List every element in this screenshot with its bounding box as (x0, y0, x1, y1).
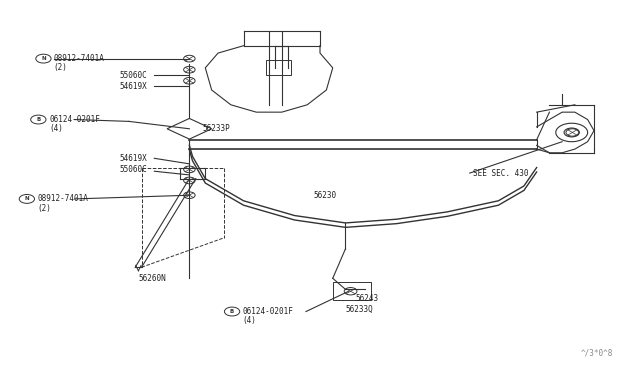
Text: (4): (4) (243, 316, 256, 325)
Text: 54619X: 54619X (119, 154, 147, 163)
Text: B: B (36, 117, 40, 122)
Text: B: B (230, 309, 234, 314)
Text: 54619X: 54619X (119, 82, 147, 91)
Text: 55060C: 55060C (119, 71, 147, 80)
Text: 08912-7401A: 08912-7401A (38, 195, 88, 203)
Text: 55060C: 55060C (119, 165, 147, 174)
Text: (4): (4) (49, 124, 63, 133)
Text: 56230: 56230 (314, 191, 337, 200)
Text: N: N (41, 56, 45, 61)
Text: SEE SEC. 430: SEE SEC. 430 (473, 169, 529, 177)
Text: N: N (24, 196, 29, 201)
Text: (2): (2) (54, 63, 67, 72)
Text: ^/3*0^8: ^/3*0^8 (580, 349, 613, 358)
Text: 56260N: 56260N (138, 274, 166, 283)
Text: 06124-0201F: 06124-0201F (243, 307, 293, 316)
Text: (2): (2) (38, 203, 52, 213)
Text: 08912-7401A: 08912-7401A (54, 54, 104, 63)
Text: 56233P: 56233P (202, 124, 230, 133)
Text: 56233Q: 56233Q (346, 305, 373, 314)
Text: 56243: 56243 (355, 294, 378, 303)
Text: 06124-0201F: 06124-0201F (49, 115, 100, 124)
